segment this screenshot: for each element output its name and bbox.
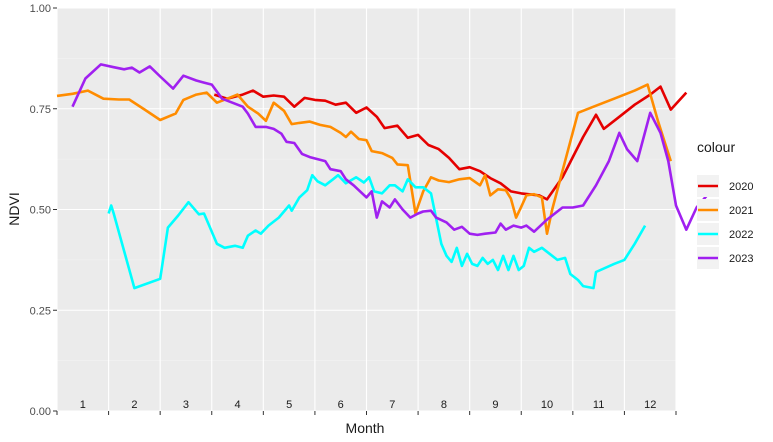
month-label: 9	[492, 399, 498, 411]
legend-label: 2023	[729, 253, 753, 265]
month-label: 8	[441, 399, 447, 411]
y-tick-label: 0.25	[30, 305, 51, 317]
series-line-2020	[213, 85, 688, 201]
month-label: 7	[389, 399, 395, 411]
y-axis-label: NDVI	[6, 192, 22, 225]
plot-panel	[56, 7, 677, 412]
series-lines	[56, 63, 708, 290]
y-tick-label: 0.50	[30, 205, 51, 217]
month-label: 2	[131, 399, 137, 411]
y-tick-label: 0.00	[30, 406, 51, 418]
month-label: 10	[541, 399, 553, 411]
legend-label: 2021	[729, 205, 753, 217]
series-line-2022	[107, 173, 647, 290]
series-line-2021	[56, 83, 673, 235]
month-label: 4	[234, 399, 240, 411]
y-tick-label: 1.00	[30, 3, 51, 15]
legend-title: colour	[697, 139, 735, 155]
x-axis-label: Month	[346, 420, 385, 436]
month-label: 11	[593, 399, 604, 411]
month-label: 12	[644, 399, 656, 411]
month-label: 5	[286, 399, 292, 411]
month-label: 3	[183, 399, 189, 411]
series-line-2023	[71, 63, 708, 237]
legend: colour 2020 2021 2022 2023	[697, 139, 753, 269]
month-label: 6	[338, 399, 344, 411]
legend-label: 2020	[729, 181, 753, 193]
axes: 0.000.250.500.751.001 2 3 4 5 6 7 8 9 10 11 12	[30, 3, 677, 418]
y-tick-label: 0.75	[30, 104, 51, 116]
legend-label: 2022	[729, 229, 753, 241]
month-label: 1	[80, 399, 86, 411]
